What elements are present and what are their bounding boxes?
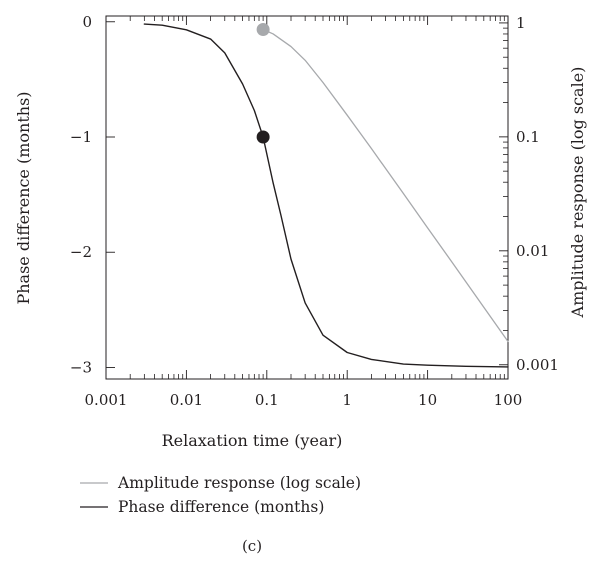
amplitude-marker <box>256 23 270 37</box>
amplitude-series-line <box>262 28 509 343</box>
panel-label: (c) <box>242 537 262 555</box>
legend-label-phase: Phase difference (months) <box>118 498 324 516</box>
legend: Amplitude response (log scale) Phase dif… <box>80 474 361 516</box>
phase-series-line <box>143 23 509 368</box>
legend-label-amplitude: Amplitude response (log scale) <box>117 474 361 492</box>
y-left-tick-label: 0 <box>82 13 92 31</box>
x-tick-label: 0.01 <box>170 391 203 409</box>
y-right-tick-label: 0.1 <box>516 128 540 146</box>
series-layer <box>143 23 509 368</box>
x-tick-label: 1 <box>342 391 352 409</box>
x-axis-title: Relaxation time (year) <box>162 431 343 450</box>
y-left-tick-label: −3 <box>70 358 92 376</box>
y-right-tick-label: 0.01 <box>516 242 549 260</box>
y-right-tick-label: 1 <box>516 14 526 32</box>
x-tick-label: 10 <box>418 391 437 409</box>
marker-layer <box>256 23 270 144</box>
plot-frame <box>105 15 509 380</box>
x-tick-label: 100 <box>494 391 523 409</box>
axis-tick-labels: 0.001 0.01 0.1 1 10 100 0 −1 −2 −3 1 0.1 0.01 0.001 <box>70 13 559 409</box>
phase-marker <box>256 130 270 144</box>
y-right-tick-label: 0.001 <box>516 356 559 374</box>
x-tick-label: 0.1 <box>255 391 279 409</box>
x-tick-label: 0.001 <box>85 391 128 409</box>
left-y-axis-title: Phase difference (months) <box>14 91 33 304</box>
y-left-tick-label: −1 <box>70 128 92 146</box>
y-left-tick-label: −2 <box>70 243 92 261</box>
right-y-axis-title: Amplitude response (log scale) <box>568 67 587 319</box>
axis-ticks <box>105 16 509 379</box>
